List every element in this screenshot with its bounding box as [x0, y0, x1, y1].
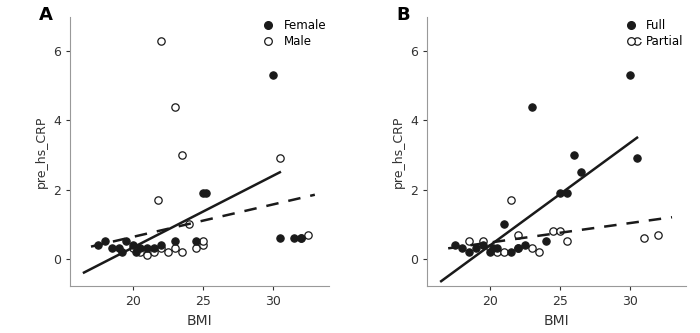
Y-axis label: pre_hs_CRP: pre_hs_CRP [391, 115, 405, 188]
Female [148, 246, 160, 251]
Full [540, 239, 552, 244]
Full [449, 242, 461, 247]
Partial [491, 249, 503, 254]
Female [141, 246, 153, 251]
Partial [526, 246, 538, 251]
Female [190, 239, 202, 244]
Partial [484, 246, 496, 251]
Full [519, 242, 531, 247]
Female [267, 73, 279, 78]
Partial [512, 246, 524, 251]
Male [295, 235, 307, 241]
Full [512, 246, 524, 251]
Full [568, 152, 580, 158]
Male [190, 246, 202, 251]
Partial [505, 197, 517, 202]
Female [288, 235, 300, 241]
Full [498, 221, 510, 227]
Female [113, 246, 125, 251]
Female [169, 239, 181, 244]
Full [463, 249, 475, 254]
Full [487, 246, 498, 251]
Male [197, 239, 209, 244]
Female [134, 246, 146, 251]
Male [127, 246, 139, 251]
Full [505, 249, 517, 254]
Full [477, 242, 489, 247]
Partial [463, 239, 475, 244]
Female [116, 249, 127, 254]
Male [153, 197, 164, 202]
X-axis label: BMI: BMI [544, 314, 569, 328]
X-axis label: BMI: BMI [187, 314, 212, 328]
Female [155, 242, 167, 247]
Legend: Full, Partial: Full, Partial [619, 19, 684, 48]
Female [274, 235, 286, 241]
Partial [554, 228, 566, 234]
Female [127, 242, 139, 247]
Full [484, 249, 496, 254]
Female [295, 235, 307, 241]
Male [134, 249, 146, 254]
Male [169, 104, 181, 109]
Female [99, 239, 111, 244]
Text: B: B [396, 6, 410, 24]
Legend: Female, Male: Female, Male [257, 19, 326, 48]
Male [148, 249, 160, 254]
Male [162, 249, 174, 254]
Partial [498, 249, 510, 254]
Female [92, 242, 104, 247]
Full [526, 104, 538, 109]
Partial [512, 232, 524, 237]
Full [631, 156, 643, 161]
Male [197, 242, 209, 247]
Female [106, 246, 118, 251]
Full [491, 246, 503, 251]
Full [470, 246, 482, 251]
Partial [561, 239, 573, 244]
Y-axis label: pre_hs_CRP: pre_hs_CRP [34, 115, 48, 188]
Full [624, 73, 636, 78]
Male [155, 38, 167, 44]
Partial [547, 228, 559, 234]
Male [176, 249, 188, 254]
Female [197, 190, 209, 196]
Partial [638, 235, 650, 241]
Partial [477, 239, 489, 244]
Male [274, 156, 286, 161]
Female [200, 190, 211, 196]
Male [183, 221, 195, 227]
Male [141, 253, 153, 258]
Male [169, 246, 181, 251]
Partial [652, 232, 664, 237]
Partial [533, 249, 545, 254]
Full [561, 190, 573, 196]
Partial [631, 38, 643, 44]
Male [176, 152, 188, 158]
Female [120, 239, 132, 244]
Male [155, 246, 167, 251]
Female [130, 249, 141, 254]
Full [554, 190, 566, 196]
Full [456, 246, 468, 251]
Male [302, 232, 314, 237]
Text: A: A [39, 6, 52, 24]
Full [575, 169, 587, 175]
